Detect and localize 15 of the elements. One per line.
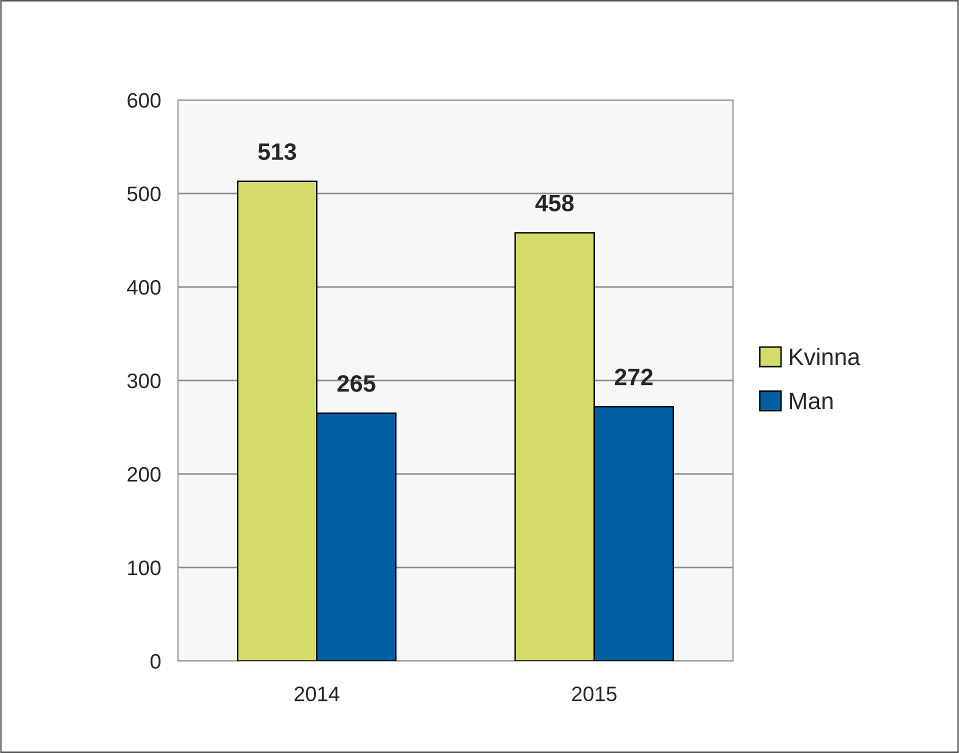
data-label: 513 [258, 143, 296, 160]
data-label: 265 [337, 375, 376, 392]
y-tick-label: 400 [127, 280, 161, 295]
x-tick-label: 2014 [294, 686, 340, 702]
y-tick-label: 200 [128, 467, 161, 482]
y-tick-label: 100 [128, 560, 161, 576]
legend-label: Kvinna [790, 348, 860, 366]
legend-label: Man [790, 392, 833, 410]
y-tick-label: 0 [150, 654, 161, 669]
y-tick-label: 600 [128, 93, 161, 108]
x-tick-label: 2015 [572, 686, 617, 702]
data-label: 272 [614, 368, 653, 386]
data-label: 458 [535, 194, 574, 212]
y-tick-label: 500 [127, 186, 161, 202]
y-tick-label: 300 [127, 374, 161, 388]
